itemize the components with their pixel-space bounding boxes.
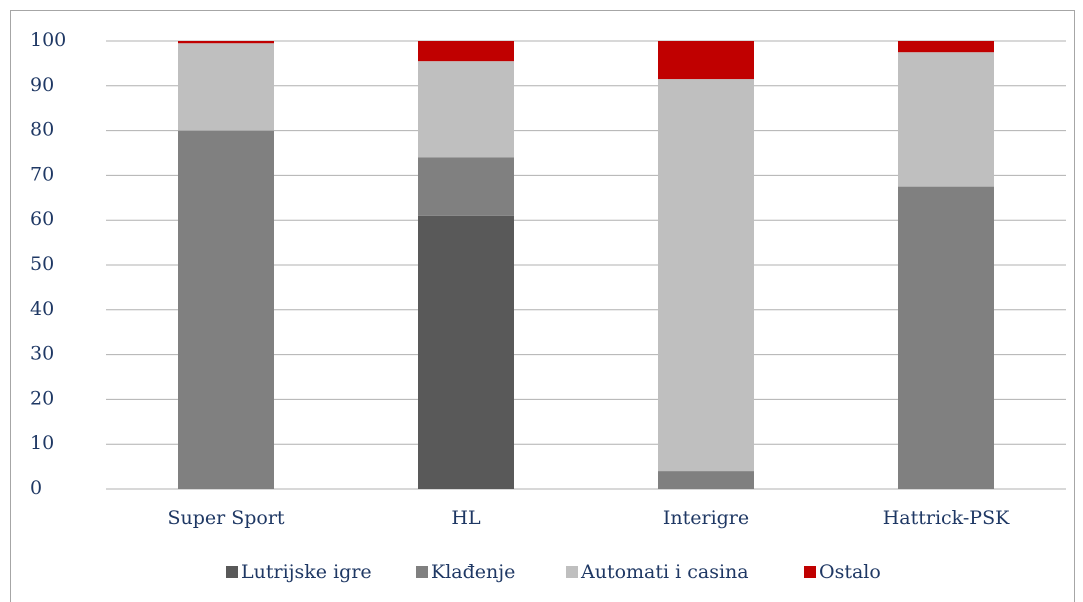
y-tick-label: 20 <box>30 387 54 409</box>
bar-segment <box>418 215 514 489</box>
x-tick-label: Hattrick-PSK <box>883 507 1010 529</box>
bar-segment <box>898 52 994 187</box>
y-tick-label: 10 <box>30 432 54 454</box>
y-tick-label: 100 <box>30 29 66 51</box>
bar-segment <box>178 43 274 131</box>
x-tick-label: Super Sport <box>167 507 284 529</box>
legend-label: Klađenje <box>431 561 515 583</box>
legend-swatch <box>566 566 578 578</box>
bar-segment <box>658 79 754 472</box>
legend-swatch <box>804 566 816 578</box>
y-tick-label: 30 <box>30 343 54 365</box>
bar-segment <box>898 186 994 489</box>
bar-segment <box>418 61 514 158</box>
bar-segment <box>418 41 514 62</box>
x-tick-label: HL <box>451 507 481 529</box>
bar-segment <box>178 130 274 489</box>
y-tick-label: 90 <box>30 74 54 96</box>
bar-segment <box>658 41 754 80</box>
y-tick-label: 60 <box>30 208 54 230</box>
bar-segment <box>898 41 994 53</box>
y-tick-label: 40 <box>30 298 54 320</box>
legend-label: Lutrijske igre <box>241 561 372 583</box>
y-tick-label: 0 <box>30 477 42 499</box>
legend-label: Automati i casina <box>580 561 749 583</box>
legend-label: Ostalo <box>819 561 881 583</box>
y-tick-label: 80 <box>30 119 54 141</box>
x-tick-label: Interigre <box>663 507 749 529</box>
bar-segment <box>178 41 274 44</box>
legend-swatch <box>226 566 238 578</box>
bar-segment <box>418 157 514 216</box>
y-tick-label: 50 <box>30 253 54 275</box>
legend-swatch <box>416 566 428 578</box>
y-tick-label: 70 <box>30 163 54 185</box>
bar-segment <box>658 471 754 489</box>
